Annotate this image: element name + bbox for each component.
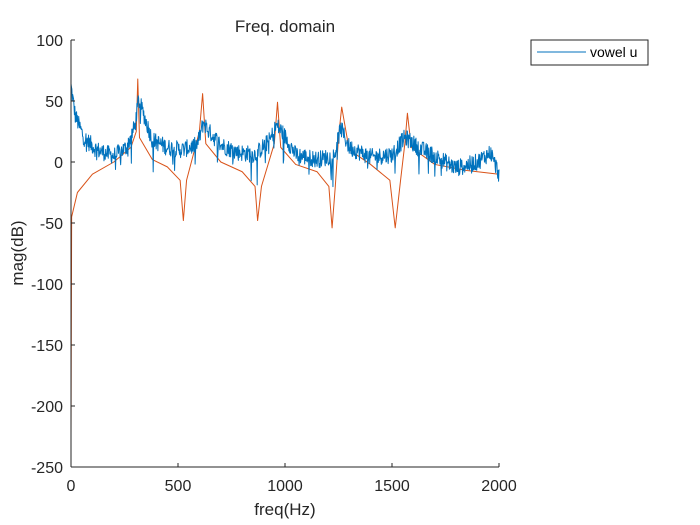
series-line-model	[70, 78, 500, 437]
chart-title: Freq. domain	[235, 17, 335, 36]
x-tick-label: 1000	[267, 478, 303, 495]
x-tick-label: 0	[67, 478, 76, 495]
y-axis-title: mag(dB)	[8, 220, 27, 285]
x-tick-label: 1500	[374, 478, 410, 495]
axes-background	[71, 40, 499, 467]
plot-area: 0 500 1000 1500 2000 100500-50-100-150-200-2…	[31, 33, 517, 495]
y-tick-label: 100	[36, 33, 63, 50]
series-lines	[70, 78, 500, 437]
y-ticks: 100 50 0 -50 -100 -150 -200 -250	[31, 33, 75, 477]
legend[interactable]: vowel u	[530, 39, 649, 66]
x-tick-label: 2000	[481, 478, 517, 495]
series-line-vowel-u	[70, 83, 500, 188]
y-tick-label: 0	[54, 155, 63, 172]
y-tick-label: -200	[31, 399, 63, 416]
y-tick-label: 50	[45, 94, 63, 111]
x-axis-title: freq(Hz)	[254, 500, 315, 519]
y-tick-label: -100	[31, 277, 63, 294]
x-tick-label: 500	[165, 478, 192, 495]
x-ticks: 0 500 1000 1500 2000	[67, 463, 517, 495]
y-tick-label: -150	[31, 338, 63, 355]
y-tick-label: -50	[40, 216, 63, 233]
legend-label-vowel-u: vowel u	[590, 44, 637, 60]
y-tick-label: -250	[31, 460, 63, 477]
